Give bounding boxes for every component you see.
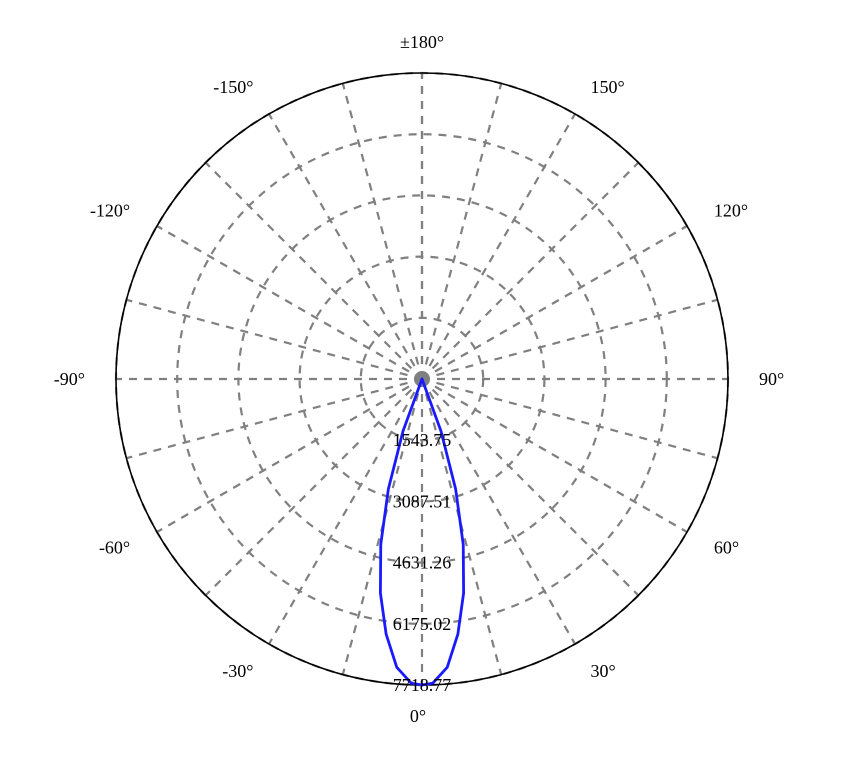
grid-spoke xyxy=(422,114,575,379)
radial-tick-label: 4631.26 xyxy=(393,553,452,573)
grid-spoke xyxy=(206,163,422,379)
angle-tick-label: -120° xyxy=(90,201,130,221)
angle-tick-label: -30° xyxy=(222,661,253,681)
grid-spoke xyxy=(422,379,575,644)
grid-spoke xyxy=(422,83,501,379)
angle-tick-label: 90° xyxy=(759,369,784,389)
grid-spoke xyxy=(157,379,422,532)
polar-chart: 1543.75 3087.51 4631.26 6175.02 7718.77 0° 30°… xyxy=(0,0,844,759)
angle-tick-label: 150° xyxy=(591,77,625,97)
radial-tick-label: 7718.77 xyxy=(393,675,452,695)
angle-tick-label: 30° xyxy=(591,661,616,681)
grid-spoke xyxy=(343,83,422,379)
grid-spoke xyxy=(422,300,718,379)
angle-tick-label: -90° xyxy=(54,369,85,389)
radial-tick-label: 3087.51 xyxy=(393,491,452,511)
grid-spoke xyxy=(269,114,422,379)
angle-tick-label: -150° xyxy=(213,77,253,97)
angle-tick-label: 0° xyxy=(410,706,426,726)
angle-tick-label: 60° xyxy=(714,538,739,558)
grid-spoke xyxy=(269,379,422,644)
grid-spoke xyxy=(422,379,718,458)
radial-tick-label: 1543.75 xyxy=(393,430,452,450)
grid-spoke xyxy=(126,379,422,458)
angle-tick-label: 120° xyxy=(714,201,748,221)
grid-spoke xyxy=(422,379,687,532)
grid-spoke xyxy=(422,226,687,379)
grid-spoke xyxy=(157,226,422,379)
grid-spoke xyxy=(126,300,422,379)
radial-tick-label: 6175.02 xyxy=(393,614,452,634)
grid-spoke xyxy=(422,163,638,379)
angle-tick-label: -60° xyxy=(99,538,130,558)
angle-tick-label: ±180° xyxy=(400,32,444,52)
